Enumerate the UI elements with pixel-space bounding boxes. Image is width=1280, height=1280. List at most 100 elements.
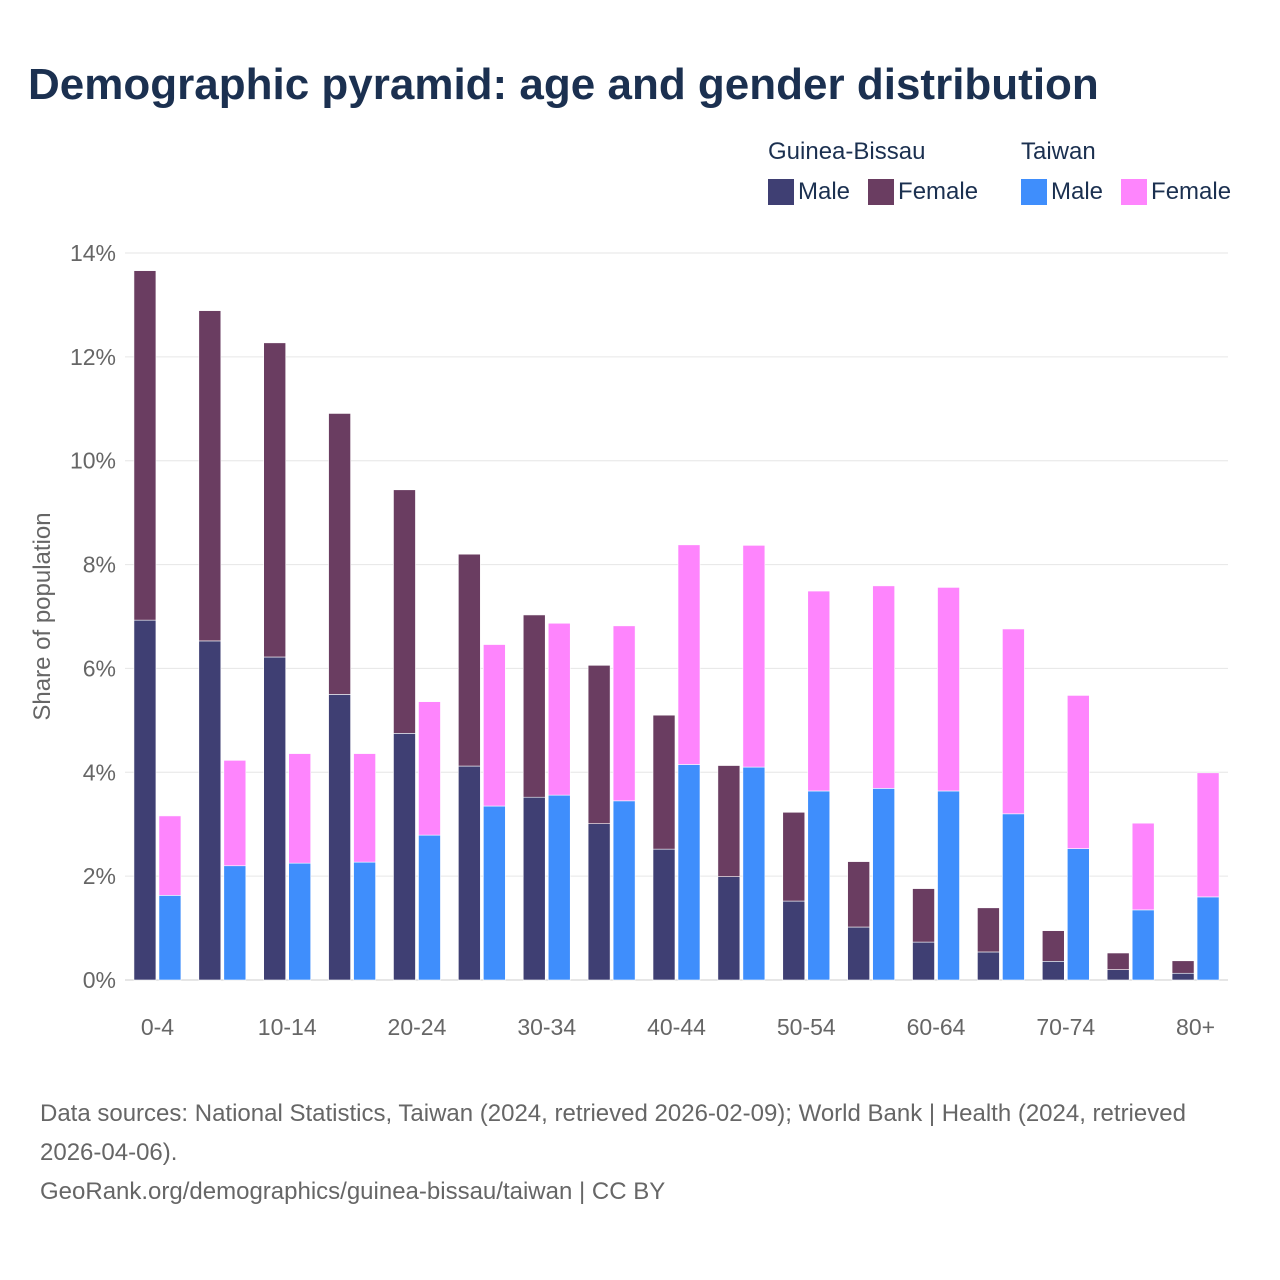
y-axis-label: Share of population — [29, 512, 56, 720]
bar-guinea-bissau-male — [1171, 972, 1195, 981]
bar-taiwan-male — [288, 862, 312, 981]
bar-taiwan-male — [1002, 813, 1025, 981]
bar-taiwan-female — [547, 622, 571, 796]
bar-taiwan-female — [418, 701, 441, 836]
bar-guinea-bissau-female — [652, 714, 676, 850]
y-tick-label: 8% — [83, 552, 116, 578]
bar-taiwan-male — [353, 861, 376, 981]
x-tick-label: 40-44 — [647, 1014, 706, 1040]
x-tick-label: 70-74 — [1036, 1014, 1095, 1040]
bar-guinea-bissau-female — [977, 907, 1000, 953]
bar-guinea-bissau-male — [328, 694, 351, 981]
bar-taiwan-female — [1066, 695, 1090, 849]
bar-taiwan-male — [677, 764, 701, 981]
bar-guinea-bissau-male — [847, 926, 870, 981]
y-tick-label: 10% — [70, 448, 116, 474]
bar-taiwan-male — [872, 788, 895, 981]
bar-taiwan-male — [612, 800, 636, 981]
y-tick-label: 6% — [83, 655, 116, 681]
footer-sources: Data sources: National Statistics, Taiwa… — [40, 1100, 1186, 1166]
bar-taiwan-female — [288, 753, 312, 864]
bar-taiwan-female — [807, 590, 831, 792]
bar-guinea-bissau-male — [133, 619, 157, 981]
bar-guinea-bissau-male — [1106, 969, 1130, 981]
bar-guinea-bissau-female — [1171, 960, 1195, 974]
bar-guinea-bissau-male — [263, 656, 287, 981]
bar-taiwan-female — [612, 625, 636, 802]
legend-label: Female — [1151, 178, 1232, 205]
legend-item-taiwan-female[interactable]: Female — [1121, 178, 1231, 206]
bar-guinea-bissau-female — [587, 665, 611, 824]
bar-guinea-bissau-female — [782, 811, 806, 902]
footer: Data sources: National Statistics, Taiwa… — [40, 1094, 1240, 1211]
bar-guinea-bissau-female — [458, 553, 481, 767]
bar-taiwan-female — [1002, 628, 1025, 815]
bar-guinea-bissau-male — [652, 848, 676, 981]
bar-guinea-bissau-female — [133, 270, 157, 621]
footer-credit: GeoRank.org/demographics/guinea-bissau/t… — [40, 1178, 666, 1205]
bar-taiwan-female — [1196, 772, 1220, 898]
legend-label: Female — [898, 178, 979, 205]
x-tick-label: 20-24 — [388, 1014, 447, 1040]
legend-swatch — [868, 179, 895, 205]
bar-guinea-bissau-female — [1041, 930, 1065, 962]
legend-item-taiwan-male[interactable]: Male — [1021, 178, 1103, 206]
bar-guinea-bissau-female — [393, 489, 416, 734]
bar-taiwan-female — [872, 585, 895, 789]
legend-group-taiwan: Taiwan Male Female — [1021, 138, 1231, 205]
legend-swatch — [768, 179, 794, 205]
bar-guinea-bissau-male — [782, 900, 806, 981]
bar-taiwan-male — [807, 790, 831, 981]
bar-guinea-bissau-female — [263, 342, 287, 658]
y-tick-label: 0% — [83, 967, 116, 993]
bar-taiwan-male — [1131, 909, 1155, 981]
x-tick-label: 30-34 — [517, 1014, 576, 1040]
legend-group-title: Taiwan — [1021, 138, 1096, 165]
bar-guinea-bissau-female — [847, 861, 870, 928]
x-tick-label: 80+ — [1176, 1014, 1215, 1040]
bar-taiwan-male — [223, 865, 247, 981]
bar-taiwan-male — [1066, 848, 1090, 981]
bar-taiwan-male — [937, 790, 960, 981]
y-tick-label: 14% — [70, 240, 116, 266]
bar-taiwan-female — [353, 753, 376, 863]
bar-taiwan-female — [483, 644, 506, 807]
bar-guinea-bissau-female — [328, 413, 351, 695]
legend-swatch — [1021, 179, 1047, 205]
chart-title: Demographic pyramid: age and gender dist… — [28, 60, 1099, 109]
x-tick-label: 10-14 — [258, 1014, 317, 1040]
y-tick-label: 4% — [83, 759, 116, 785]
legend-item-guinea-bissau-male[interactable]: Male — [768, 178, 850, 206]
y-tick-label: 12% — [70, 344, 116, 370]
legend-group-title: Guinea-Bissau — [768, 138, 926, 165]
bar-taiwan-male — [547, 794, 571, 981]
bar-taiwan-female — [677, 544, 701, 765]
bar-guinea-bissau-male — [977, 951, 1000, 981]
bar-taiwan-female — [1131, 822, 1155, 911]
legend-label: Male — [798, 178, 851, 205]
bar-guinea-bissau-female — [912, 888, 935, 943]
bar-taiwan-female — [158, 815, 182, 896]
bar-guinea-bissau-male — [1041, 961, 1065, 981]
legend-item-guinea-bissau-female[interactable]: Female — [868, 178, 978, 206]
x-tick-label: 0-4 — [141, 1014, 174, 1040]
bar-guinea-bissau-female — [198, 310, 222, 642]
bar-taiwan-female — [937, 587, 960, 792]
bar-taiwan-female — [742, 545, 766, 768]
bar-guinea-bissau-male — [393, 733, 416, 981]
legend-label: Male — [1051, 178, 1104, 205]
bar-taiwan-male — [158, 895, 182, 981]
bar-guinea-bissau-male — [198, 640, 222, 981]
chart-plot: 0% 2% 4% 6% 8% 10% 12% 14% Share of population 0-… — [29, 240, 1228, 1040]
bar-guinea-bissau-female — [1106, 952, 1130, 970]
legend-group-guinea-bissau: Guinea-Bissau Male Female — [768, 138, 978, 205]
bar-guinea-bissau-female — [717, 765, 741, 877]
legend-swatch — [1121, 179, 1148, 205]
bar-guinea-bissau-male — [717, 876, 741, 981]
bar-guinea-bissau-female — [522, 614, 546, 798]
bar-guinea-bissau-male — [458, 765, 481, 981]
bar-taiwan-male — [483, 805, 506, 981]
bar-taiwan-male — [1196, 896, 1220, 981]
x-tick-label: 60-64 — [907, 1014, 966, 1040]
bar-taiwan-male — [742, 766, 766, 981]
